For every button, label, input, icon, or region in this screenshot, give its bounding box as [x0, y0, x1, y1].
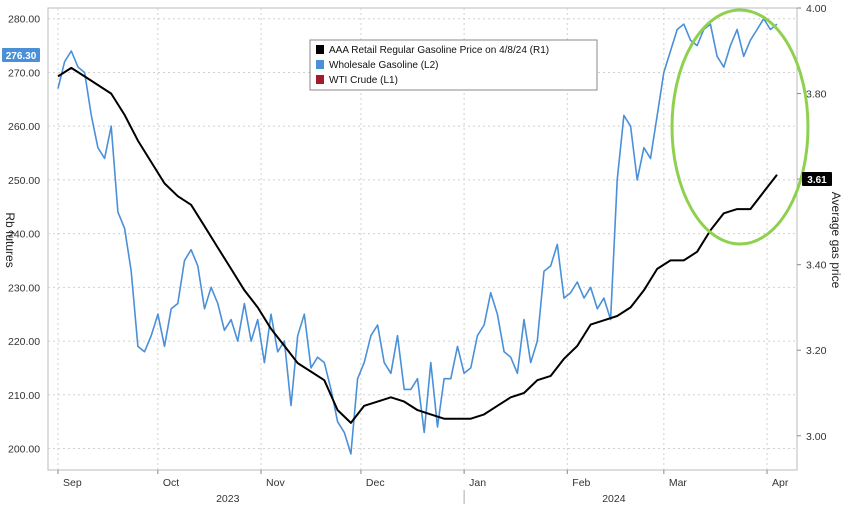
left-tick-label: 240.00: [8, 229, 40, 241]
legend: AAA Retail Regular Gasoline Price on 4/8…: [309, 39, 598, 91]
left-tick-label: 250.00: [8, 175, 40, 187]
left-tick-label: 210.00: [8, 390, 40, 402]
badge-retail: 3.61: [802, 172, 832, 186]
wholesale-gasoline-line: [57, 17, 778, 455]
left-axis-title: Rb futures: [3, 212, 17, 267]
right-tick-label: 3.80: [806, 89, 827, 101]
legend-label-wholesale: Wholesale Gasoline (L2): [329, 60, 439, 71]
month-label: Mar: [669, 477, 688, 489]
legend-label-wti: WTI Crude (L1): [329, 75, 398, 86]
annotation-layer: [670, 8, 810, 246]
x-axis-ticks: Sep Oct Nov Dec Jan Feb Mar Apr 2023 2024: [57, 470, 789, 505]
legend-swatch-wti: [316, 75, 324, 84]
left-tick-label: 280.00: [8, 14, 40, 26]
month-label: Sep: [63, 477, 82, 489]
month-label: Dec: [366, 477, 385, 489]
legend-box: [309, 39, 598, 91]
legend-label-retail: AAA Retail Regular Gasoline Price on 4/8…: [329, 45, 549, 56]
right-tick-label: 3.40: [806, 260, 827, 272]
retail-gasoline-line: [57, 66, 778, 424]
badge-wholesale-value: 276.30: [6, 51, 37, 62]
right-tick-label: 3.20: [806, 345, 827, 357]
month-label: Oct: [163, 477, 179, 489]
left-tick-label: 220.00: [8, 336, 40, 348]
right-tick-label: 4.00: [806, 3, 827, 15]
month-label: Feb: [572, 477, 590, 489]
legend-swatch-wholesale: [316, 60, 324, 69]
month-label: Apr: [772, 477, 789, 489]
left-tick-label: 230.00: [8, 282, 40, 294]
left-tick-label: 270.00: [8, 67, 40, 79]
right-axis-title: Average gas price: [829, 192, 843, 289]
left-tick-label: 200.00: [8, 444, 40, 456]
badge-retail-value: 3.61: [807, 175, 827, 186]
badge-wholesale: 276.30: [2, 48, 40, 62]
month-label: Jan: [469, 477, 486, 489]
plot-frame: [47, 7, 798, 471]
month-label: Nov: [266, 477, 285, 489]
legend-swatch-retail: [316, 45, 324, 54]
series-layer: [57, 17, 778, 455]
highlight-ellipse: [670, 8, 810, 246]
badge-retail-background: [802, 172, 832, 186]
year-label: 2023: [216, 493, 240, 505]
left-axis-ticks: 200.00 210.00 220.00 230.00 240.00 250.00 260.…: [8, 14, 40, 456]
right-tick-label: 3.00: [806, 431, 827, 443]
left-tick-label: 260.00: [8, 121, 40, 133]
year-label: 2024: [602, 493, 626, 505]
right-axis-ticks: 3.003.203.403.603.804.00: [797, 3, 827, 443]
badge-wholesale-background: [2, 48, 40, 62]
